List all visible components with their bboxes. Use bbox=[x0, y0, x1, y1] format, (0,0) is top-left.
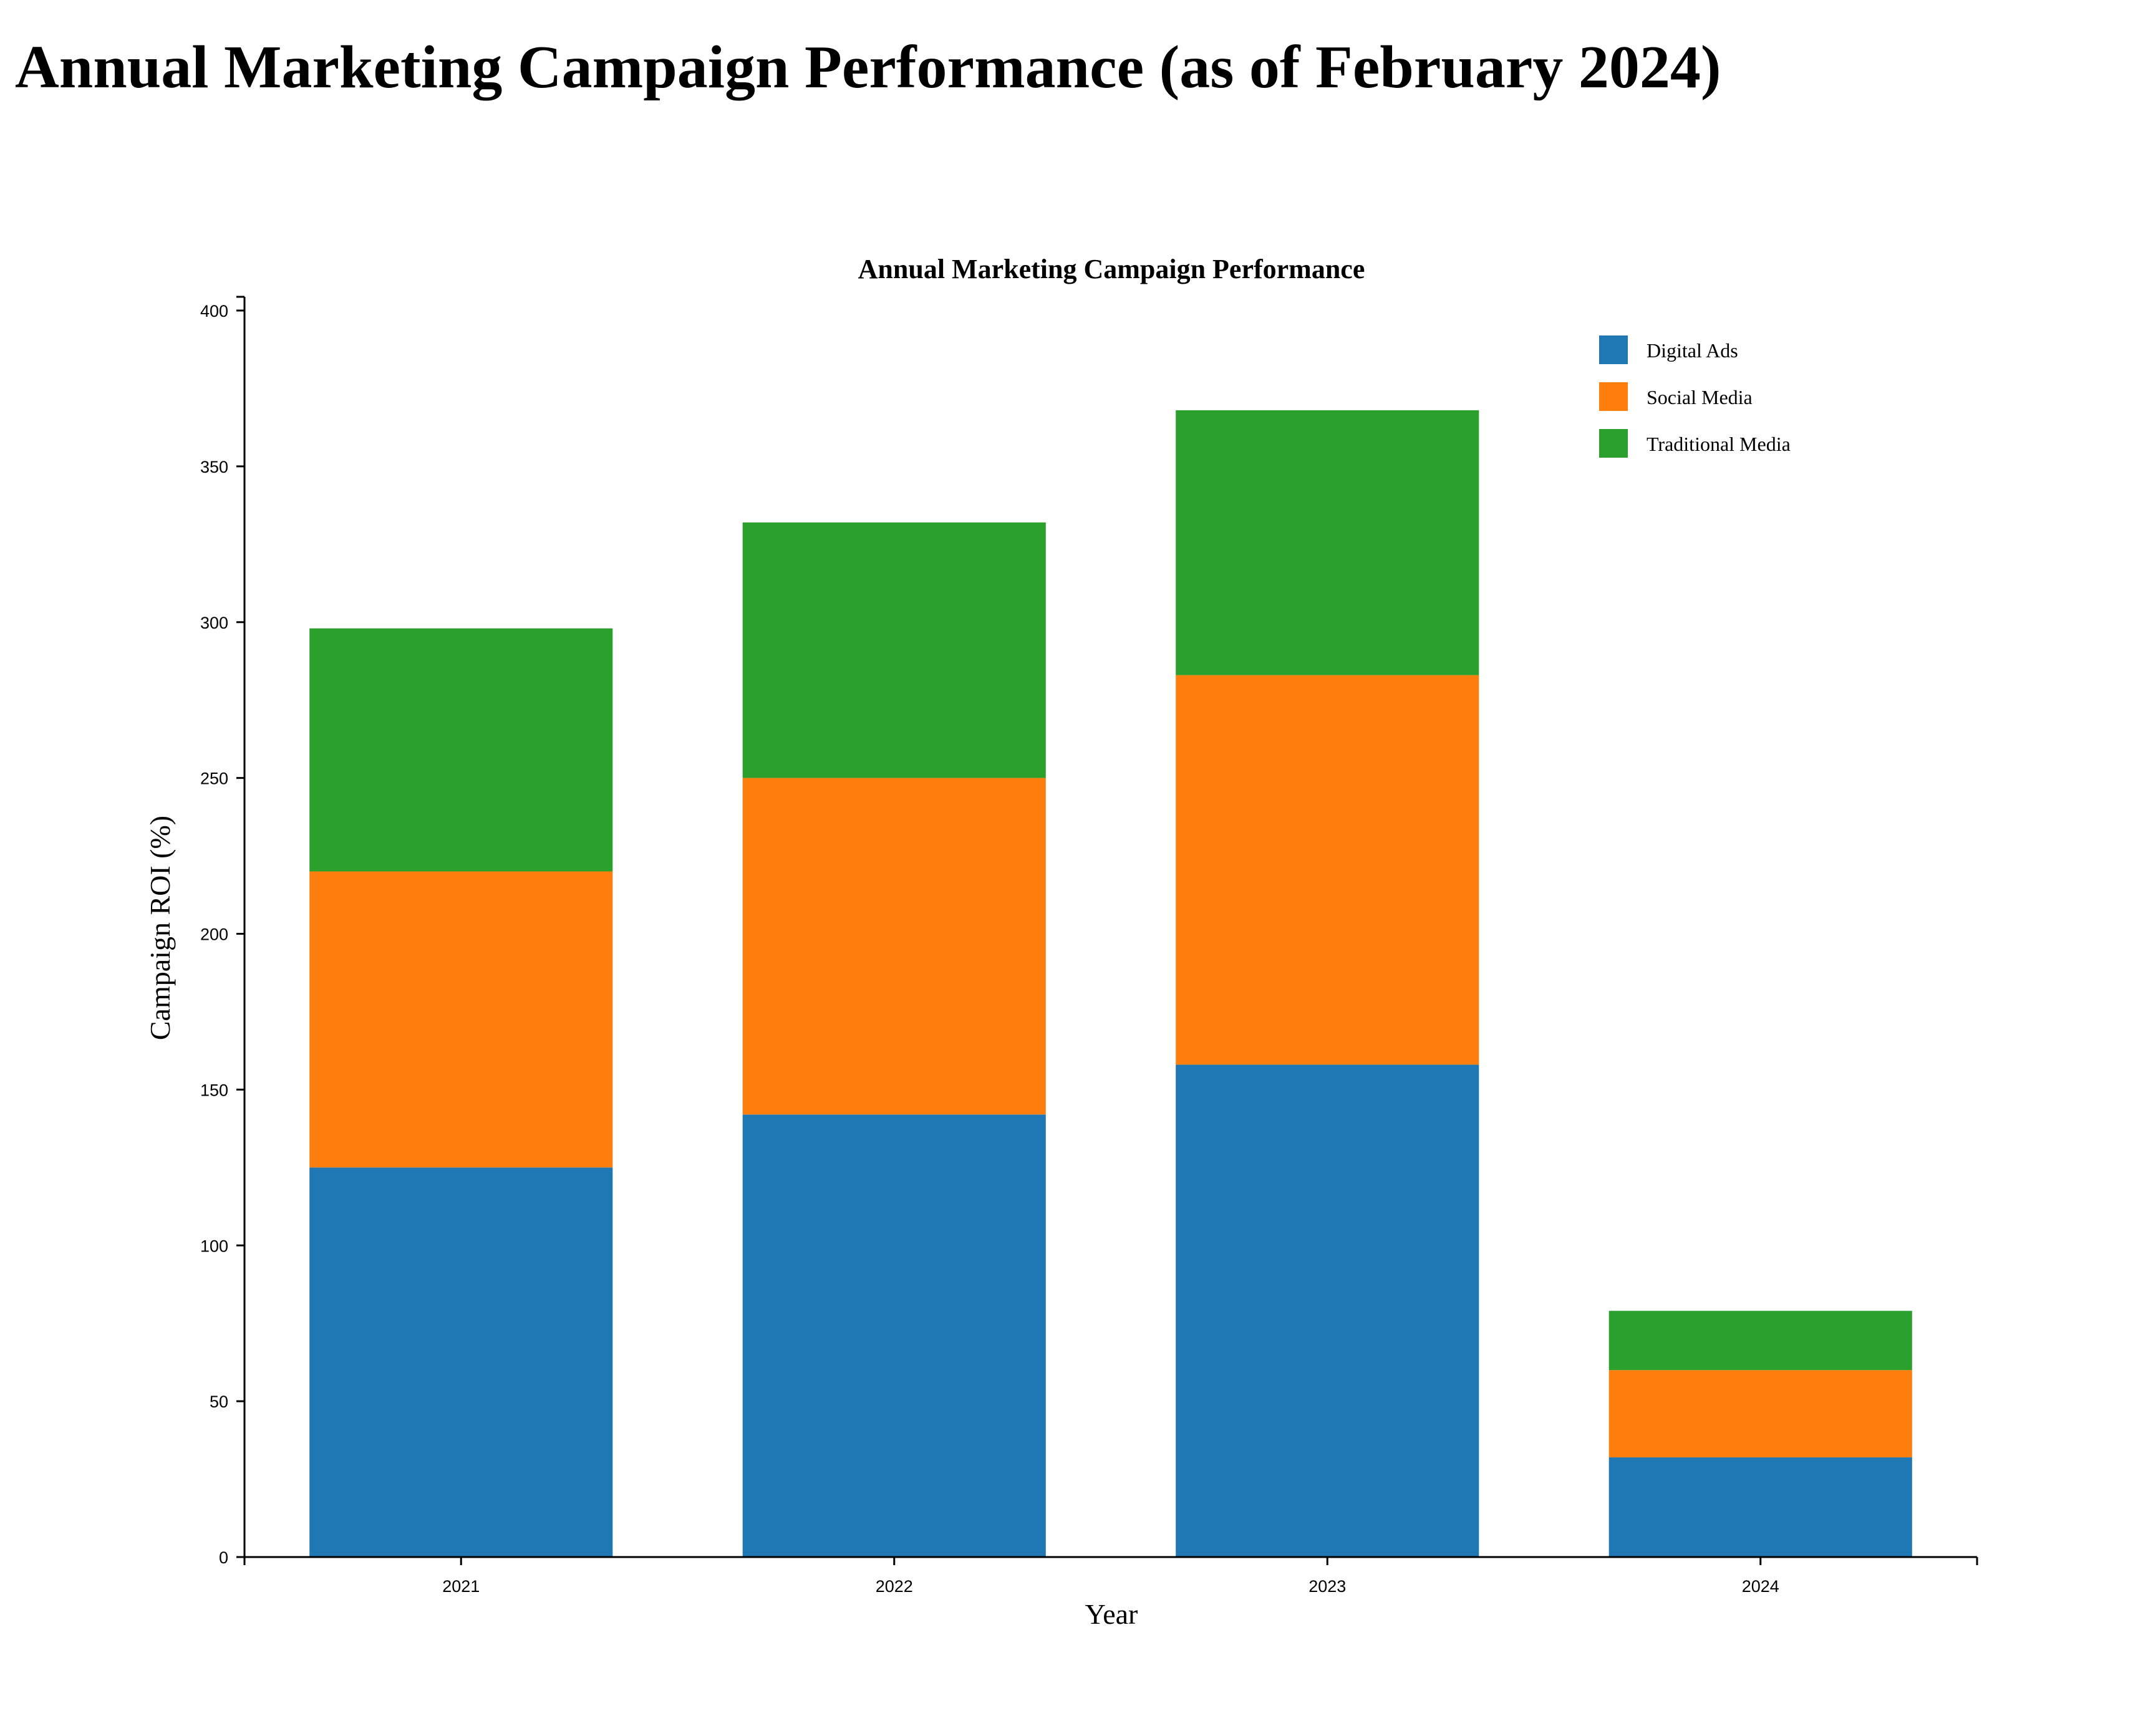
y-tick-label-50: 50 bbox=[210, 1392, 228, 1411]
legend-label-digital-ads: Digital Ads bbox=[1647, 339, 1738, 362]
x-axis-label: Year bbox=[1085, 1598, 1138, 1630]
y-tick-label-400: 400 bbox=[200, 302, 228, 321]
x-tick-label-2023: 2023 bbox=[1308, 1577, 1346, 1596]
bar-2024-digital-ads bbox=[1608, 1457, 1912, 1557]
bar-2024-social-media bbox=[1608, 1370, 1912, 1458]
bar-2023-social-media bbox=[1176, 675, 1479, 1065]
y-tick-label-250: 250 bbox=[200, 769, 228, 788]
x-tick-label-2021: 2021 bbox=[442, 1577, 480, 1596]
legend-label-traditional-media: Traditional Media bbox=[1647, 433, 1791, 455]
legend-swatch-digital-ads bbox=[1599, 335, 1628, 364]
x-axis: 2021 2022 2023 2024 bbox=[243, 1556, 1978, 1596]
legend: Digital Ads Social Media Traditional Media bbox=[1599, 335, 1791, 458]
chart-title: Annual Marketing Campaign Performance bbox=[858, 254, 1365, 284]
y-axis: 0 50 100 150 200 250 300 350 400 bbox=[200, 296, 246, 1567]
bar-2022-digital-ads bbox=[742, 1114, 1046, 1557]
legend-swatch-traditional-media bbox=[1599, 429, 1628, 458]
legend-swatch-social-media bbox=[1599, 382, 1628, 411]
page-title: Annual Marketing Campaign Performance (a… bbox=[15, 34, 1721, 101]
x-tick-label-2022: 2022 bbox=[876, 1577, 913, 1596]
x-tick-label-2024: 2024 bbox=[1742, 1577, 1779, 1596]
bar-2022-social-media bbox=[742, 778, 1046, 1115]
y-axis-label: Campaign ROI (%) bbox=[144, 816, 176, 1040]
bar-2023-traditional-media bbox=[1176, 410, 1479, 675]
y-tick-label-100: 100 bbox=[200, 1237, 228, 1255]
y-tick-label-150: 150 bbox=[200, 1081, 228, 1099]
bar-2021-social-media bbox=[309, 871, 613, 1168]
bar-2024-traditional-media bbox=[1608, 1311, 1912, 1371]
bars-group bbox=[309, 410, 1912, 1557]
y-tick-label-300: 300 bbox=[200, 614, 228, 632]
y-tick-label-350: 350 bbox=[200, 458, 228, 476]
bar-2021-traditional-media bbox=[309, 628, 613, 872]
bar-2022-traditional-media bbox=[742, 522, 1046, 778]
legend-label-social-media: Social Media bbox=[1647, 386, 1753, 408]
bar-2023-digital-ads bbox=[1176, 1064, 1479, 1557]
bar-2021-digital-ads bbox=[309, 1167, 613, 1557]
y-tick-label-200: 200 bbox=[200, 925, 228, 944]
y-tick-label-0: 0 bbox=[219, 1548, 228, 1567]
